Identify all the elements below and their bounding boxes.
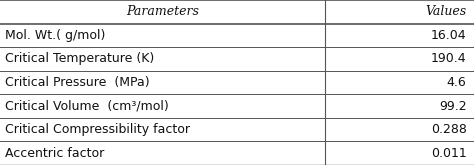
Text: 99.2: 99.2 (439, 99, 466, 113)
Text: Critical Temperature (K): Critical Temperature (K) (5, 52, 154, 66)
Text: Parameters: Parameters (126, 5, 199, 18)
Text: Accentric factor: Accentric factor (5, 147, 104, 160)
Text: 190.4: 190.4 (431, 52, 466, 66)
Text: 0.288: 0.288 (431, 123, 466, 136)
Text: Mol. Wt.( g/mol): Mol. Wt.( g/mol) (5, 29, 105, 42)
Text: Values: Values (425, 5, 466, 18)
Text: Critical Pressure  (MPa): Critical Pressure (MPa) (5, 76, 149, 89)
Text: Critical Volume  (cm³/mol): Critical Volume (cm³/mol) (5, 99, 168, 113)
Text: 4.6: 4.6 (447, 76, 466, 89)
Text: Critical Compressibility factor: Critical Compressibility factor (5, 123, 190, 136)
Text: 0.011: 0.011 (431, 147, 466, 160)
Text: 16.04: 16.04 (431, 29, 466, 42)
